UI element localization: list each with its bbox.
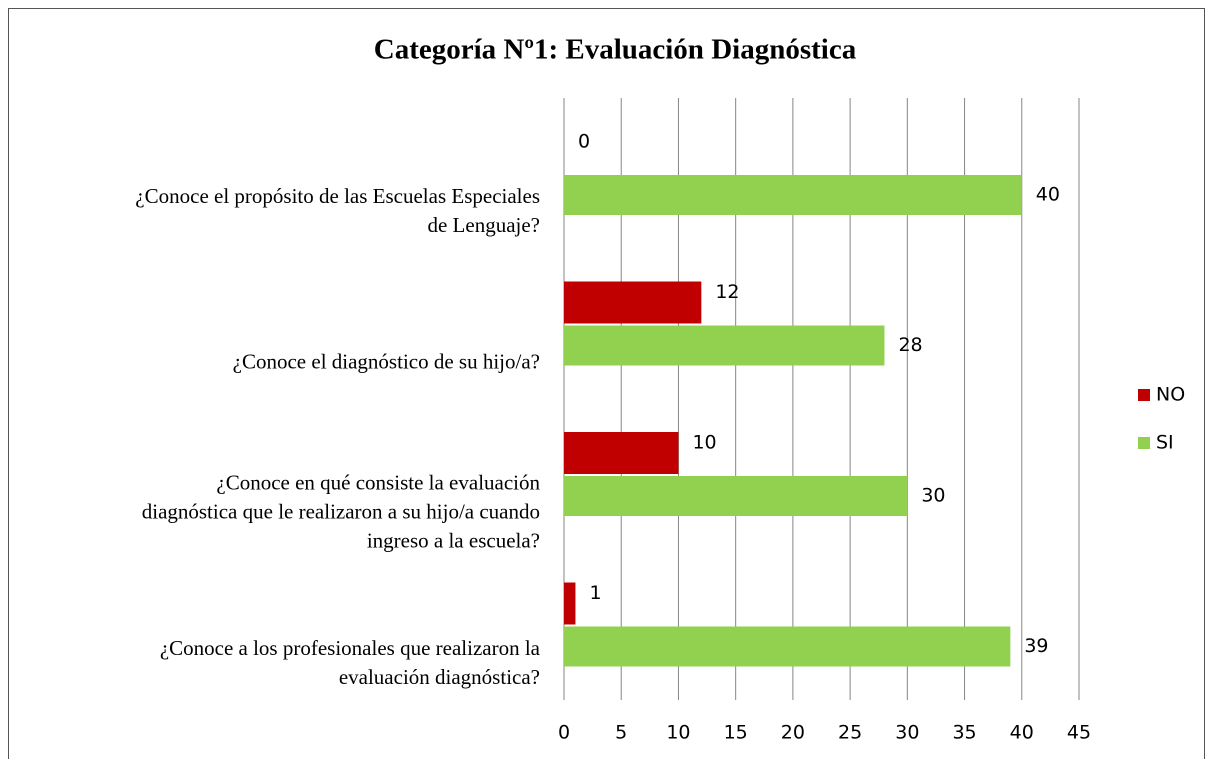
x-tick-label: 25 xyxy=(838,722,862,744)
x-tick-label: 15 xyxy=(724,722,748,744)
value-label: 0 xyxy=(578,131,590,153)
bar xyxy=(564,175,1022,215)
legend-swatch xyxy=(1138,389,1150,401)
category-label: ¿Conoce en qué consiste la evaluación di… xyxy=(141,470,540,553)
category-label: ¿Conoce a los profesionales que realizar… xyxy=(159,635,540,689)
x-tick-label: 0 xyxy=(558,722,570,744)
chart-title: Categoría Nº1: Evaluación Diagnóstica xyxy=(374,34,857,66)
category-label: ¿Conoce el propósito de las Escuelas Esp… xyxy=(135,184,540,238)
value-label: 28 xyxy=(898,334,922,356)
value-label: 12 xyxy=(715,281,739,303)
x-tick-label: 45 xyxy=(1067,722,1091,744)
value-label: 1 xyxy=(589,582,601,604)
legend-label: NO xyxy=(1156,384,1185,406)
chart-border xyxy=(8,8,1205,759)
value-label: 40 xyxy=(1036,184,1060,206)
value-label: 39 xyxy=(1024,635,1048,657)
x-tick-label: 5 xyxy=(615,722,627,744)
bar xyxy=(564,432,679,474)
x-tick-label: 40 xyxy=(1010,722,1034,744)
legend-swatch xyxy=(1138,437,1150,449)
category-label: ¿Conoce el diagnóstico de su hijo/a? xyxy=(232,349,540,374)
x-tick-label: 35 xyxy=(952,722,976,744)
value-label: 30 xyxy=(921,485,945,507)
x-tick-label: 10 xyxy=(666,722,690,744)
bar xyxy=(564,281,702,324)
bar xyxy=(564,626,1011,667)
value-label: 10 xyxy=(692,432,716,454)
legend-label: SI xyxy=(1156,432,1174,454)
bar xyxy=(564,582,576,625)
x-tick-label: 30 xyxy=(895,722,919,744)
x-tick-label: 20 xyxy=(781,722,805,744)
bar xyxy=(564,476,908,516)
bar xyxy=(564,325,885,366)
